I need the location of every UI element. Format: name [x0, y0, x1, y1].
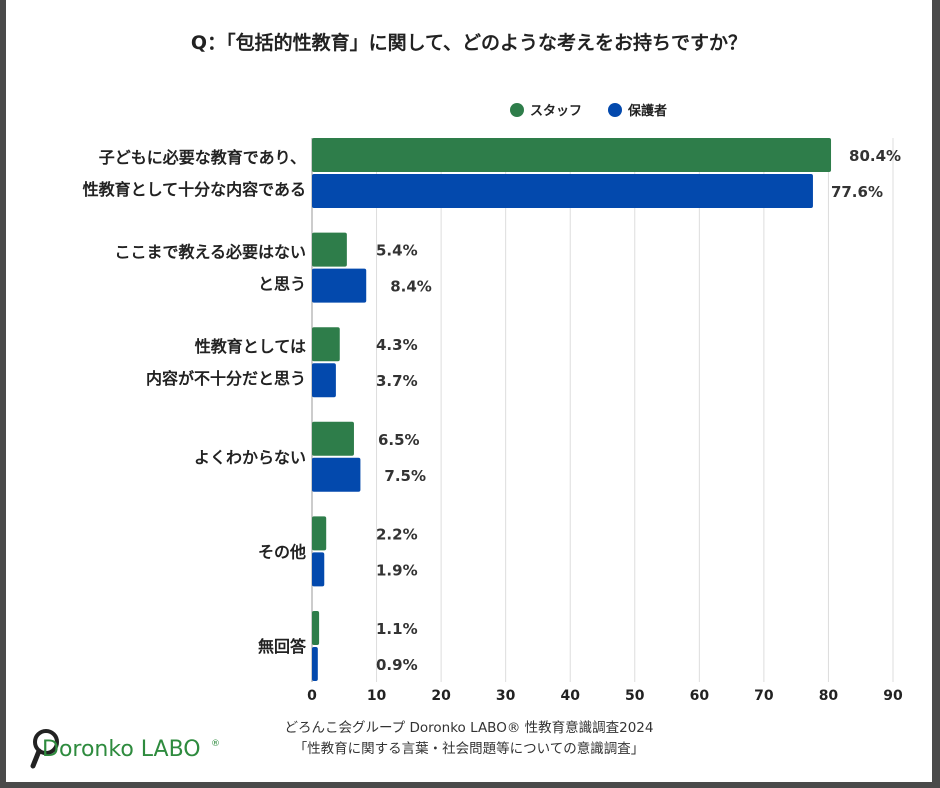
data-label: 7.5%: [384, 467, 426, 485]
legend-label: スタッフ: [530, 104, 583, 119]
category-label: 無回答: [258, 637, 307, 656]
x-tick-label: 20: [431, 688, 451, 704]
category-label: と思う: [258, 275, 306, 294]
svg-text:®: ®: [211, 739, 220, 749]
source-line-2: 「性教育に関する言葉・社会問題等についての意識調査」: [293, 741, 645, 757]
doronko-labo-logo: Doronko LABO ®: [30, 729, 220, 769]
bar-chart: 0 10 20 30 40 50 60 70 80 90 子どもに必要な教育であり、性教育として十分…: [83, 138, 903, 704]
legend-label: 保護者: [628, 104, 668, 119]
bar-parents: [312, 552, 325, 587]
category-label: 性教育として十分な内容である: [83, 180, 306, 199]
x-tick-label: 10: [367, 688, 387, 704]
category-label: よくわからない: [194, 448, 306, 467]
bar-parents: [312, 647, 318, 681]
legend-item-staff: スタッフ: [510, 100, 582, 119]
legend-dot-icon: [510, 102, 524, 117]
bar-staff: [312, 232, 347, 267]
bar-staff: [312, 421, 354, 456]
x-tick-label: 70: [754, 688, 774, 704]
data-label: 1.9%: [376, 561, 418, 579]
category-label: ここまで教える必要はない: [114, 243, 306, 262]
bar-staff: [312, 516, 327, 551]
data-label: 2.2%: [376, 525, 418, 543]
x-tick-label: 30: [496, 688, 516, 704]
bar-parents: [312, 174, 813, 208]
data-label: 77.6%: [831, 183, 883, 201]
data-label: 4.3%: [376, 336, 418, 354]
chart-title: Q：「包括的性教育」に関して、どのような考えをお持ちですか？: [190, 32, 748, 54]
source-line-1: どろんこ会グループ Doronko LABO® 性教育意識調査2024: [284, 720, 654, 736]
category-label: 性教育としては: [195, 337, 306, 356]
legend-dot-icon: [608, 102, 623, 117]
svg-text:Doronko LABO: Doronko LABO: [42, 737, 201, 762]
bar-parents: [312, 457, 361, 492]
data-label: 1.1%: [376, 620, 418, 638]
bar-parents: [312, 363, 336, 398]
legend-item-parents: 保護者: [608, 100, 667, 119]
x-tick-label: 60: [690, 688, 710, 704]
data-label: 6.5%: [378, 431, 420, 449]
x-tick-label: 40: [560, 688, 580, 704]
data-label: 5.4%: [376, 242, 418, 260]
data-label: 80.4%: [849, 147, 901, 165]
bar-parents: [312, 268, 367, 303]
x-tick-label: 90: [883, 688, 903, 704]
category-label: 子どもに必要な教育であり、: [99, 148, 306, 167]
x-tick-label: 80: [819, 688, 839, 704]
x-tick-label: 0: [307, 688, 317, 704]
data-label: 8.4%: [390, 278, 432, 296]
bar-staff: [312, 611, 320, 645]
category-label: 内容が不十分だと思う: [146, 369, 306, 388]
bar-staff: [312, 327, 340, 362]
legend: スタッフ 保護者: [510, 100, 667, 119]
source-note: どろんこ会グループ Doronko LABO® 性教育意識調査2024 「性教育…: [234, 718, 704, 760]
bar-staff: [312, 138, 832, 172]
category-label: その他: [258, 542, 306, 561]
x-tick-label: 50: [625, 688, 645, 704]
data-label: 0.9%: [376, 656, 418, 674]
chart-frame: Q：「包括的性教育」に関して、どのような考えをお持ちですか？ スタッフ 保護者 …: [6, 0, 932, 782]
data-label: 3.7%: [376, 372, 418, 390]
